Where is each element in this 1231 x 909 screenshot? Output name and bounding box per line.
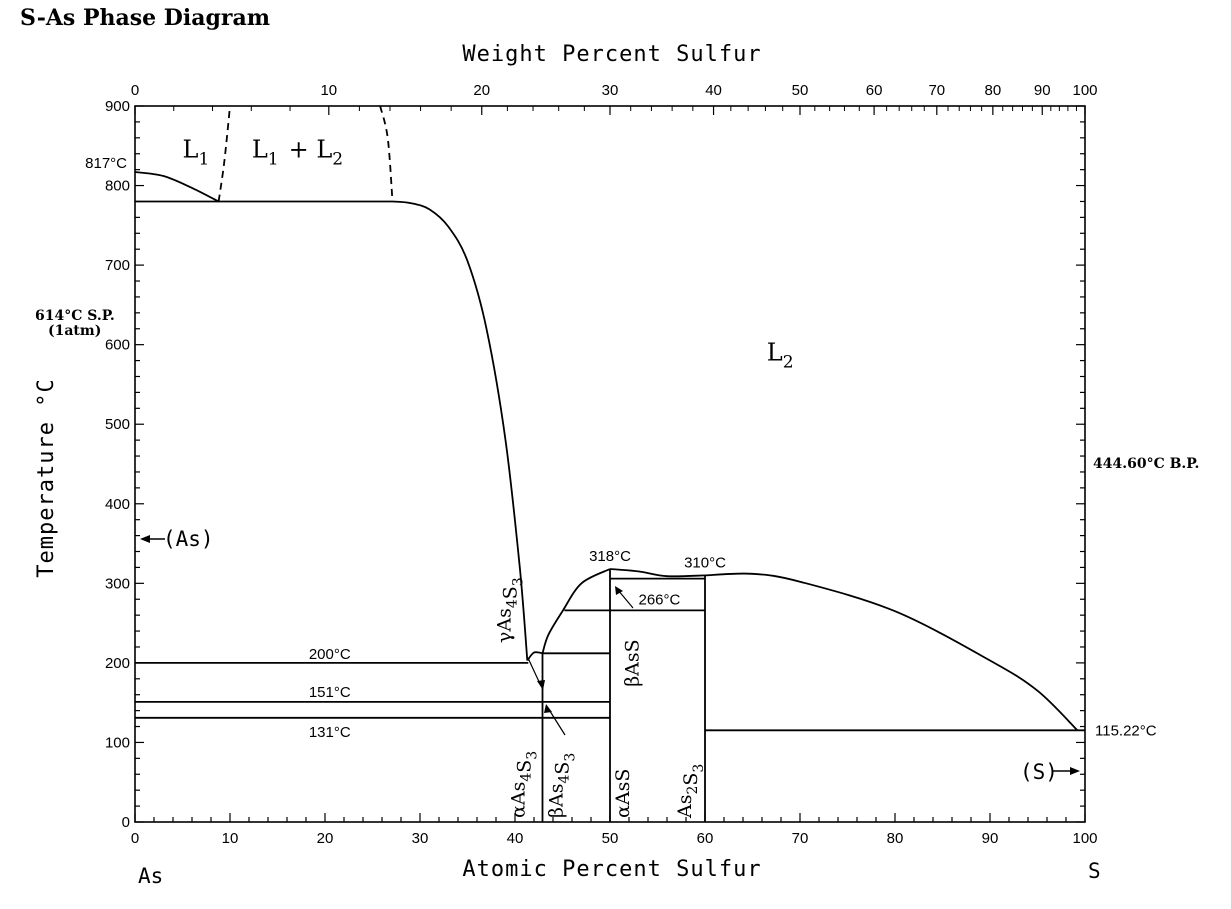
y-tick-label: 900 xyxy=(105,98,130,115)
compound-label: As2S3 xyxy=(674,764,707,819)
y-tick-label: 700 xyxy=(105,257,130,274)
compound-label: αAs4S3 xyxy=(508,751,541,818)
compound-label: αAsS xyxy=(612,769,634,818)
x-tick-label: 100 xyxy=(1072,830,1097,847)
phase-boundary-line xyxy=(541,568,611,654)
y-tick-label: 200 xyxy=(105,655,130,672)
x2-tick-label: 50 xyxy=(792,82,809,99)
x-tick-label: 30 xyxy=(412,830,429,847)
x2-tick-label: 70 xyxy=(928,82,945,99)
compound-arrows xyxy=(527,586,634,736)
temperature-label: 817°C xyxy=(85,155,127,172)
phase-boundary-line xyxy=(379,105,394,202)
temperature-label: 310°C xyxy=(684,554,726,571)
temperature-label: 151°C xyxy=(309,684,351,701)
phase-boundary-line xyxy=(609,568,706,578)
phase-boundary-line xyxy=(526,651,543,662)
x-tick-label: 10 xyxy=(222,830,239,847)
phase-region-label: L1 xyxy=(183,136,210,170)
x2-tick-label: 20 xyxy=(473,82,490,99)
x-tick-label: 50 xyxy=(602,830,619,847)
compound-label: βAs4S3 xyxy=(546,753,579,818)
top-axis-title: Weight Percent Sulfur xyxy=(462,42,761,67)
x2-tick-label: 100 xyxy=(1072,82,1097,99)
x2-tick-label: 90 xyxy=(1034,82,1051,99)
y-tick-label: 500 xyxy=(105,416,130,433)
temperature-label: 318°C xyxy=(589,548,631,565)
bp-annotation: 444.60°C B.P. xyxy=(1093,456,1199,472)
y-tick-label: 800 xyxy=(105,178,130,195)
compound-label: γAs4S3 xyxy=(493,577,526,643)
temperature-labels: 817°C 200°C 151°C 131°C 318°C 310°C 266°C 115.2… xyxy=(85,155,1157,741)
y-tick-label: 400 xyxy=(105,496,130,513)
compound-label: βAsS xyxy=(622,639,644,686)
temperature-label: 115.22°C xyxy=(1095,722,1157,739)
chart-title: S-As Phase Diagram xyxy=(20,5,270,31)
as-marker-label: (As) xyxy=(163,527,214,551)
s-marker-label: (S) xyxy=(1020,760,1058,784)
phase-region-labels: L1 L1 + L2 L2 xyxy=(183,136,794,373)
x-tick-label: 60 xyxy=(697,830,714,847)
y-tick-label: 300 xyxy=(105,575,130,592)
sp-annotation-line2: (1atm) xyxy=(48,323,101,339)
phase-boundary-line xyxy=(134,171,220,203)
axis-ticks xyxy=(134,105,1086,823)
bottom-axis-title: Atomic Percent Sulfur xyxy=(462,857,761,882)
y-tick-label: 100 xyxy=(105,734,130,751)
sp-annotation-line1: 614°C S.P. xyxy=(35,308,115,324)
s-marker: (S) xyxy=(1020,760,1080,784)
x-tick-label: 0 xyxy=(131,830,139,847)
axis-tick-labels: 0 10 20 30 40 50 60 70 80 90 100010020030040050060… xyxy=(105,82,1098,847)
x2-tick-label: 10 xyxy=(320,82,337,99)
phase-boundary-line xyxy=(392,200,529,661)
phase-boundaries xyxy=(134,105,1085,822)
temperature-label: 266°C xyxy=(639,591,681,608)
temperature-label: 200°C xyxy=(309,646,351,663)
x-tick-label: 90 xyxy=(982,830,999,847)
left-end-label: As xyxy=(138,864,163,888)
x-tick-label: 40 xyxy=(507,830,524,847)
phase-region-label: L2 xyxy=(767,339,794,373)
x2-tick-label: 60 xyxy=(866,82,883,99)
right-end-label: S xyxy=(1088,859,1101,883)
x-tick-label: 20 xyxy=(317,830,334,847)
as-marker: (As) xyxy=(140,527,214,551)
phase-boundary-line xyxy=(217,105,231,202)
y-tick-label: 600 xyxy=(105,337,130,354)
x2-tick-label: 80 xyxy=(985,82,1002,99)
y-tick-label: 0 xyxy=(122,814,130,831)
phase-boundary-line xyxy=(704,572,1079,731)
y-axis-title: Temperature °C xyxy=(34,378,59,577)
x2-tick-label: 0 xyxy=(131,82,139,99)
x2-tick-label: 40 xyxy=(705,82,722,99)
x-tick-label: 70 xyxy=(792,830,809,847)
x2-tick-label: 30 xyxy=(602,82,619,99)
x-tick-label: 80 xyxy=(887,830,904,847)
phase-region-label: L1 + L2 xyxy=(252,136,343,170)
temperature-label: 131°C xyxy=(309,724,351,741)
